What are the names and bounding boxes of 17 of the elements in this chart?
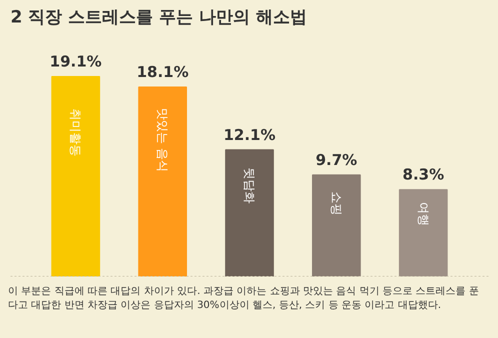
x-tick-label: 여행 xyxy=(416,202,430,226)
data-label: 19.1% xyxy=(50,52,102,70)
text: 이 부분은 직급에 따른 대답의 차이가 있다. 과장급 이하는 쇼핑과 맛있는 음식 먹기 등으로 스트레스를 푼다고 대답한 반면 차장급 이상은 응답자의 30%이상이 헬스, 등산, 스키 등 운동 이라고 대답했다. xyxy=(8,285,480,313)
x-tick-label: 취미활동 xyxy=(68,108,83,156)
bar xyxy=(51,76,100,276)
bar xyxy=(138,86,187,276)
bar xyxy=(225,149,274,276)
x-tick-label: 맛있는 음식 xyxy=(156,108,170,172)
x-tick-label: 쇼핑 xyxy=(329,191,344,216)
bar xyxy=(312,174,361,276)
data-label: 8.3% xyxy=(402,166,444,184)
data-label: 9.7% xyxy=(316,150,358,169)
x-tick-label: 뒷담화 xyxy=(242,167,256,204)
bar xyxy=(398,189,448,276)
data-label: 18.1% xyxy=(136,62,189,81)
chart-title: 2 직장 스트레스를 푸는 나만의 해소법 xyxy=(10,8,307,28)
data-label: 12.1% xyxy=(223,126,276,144)
